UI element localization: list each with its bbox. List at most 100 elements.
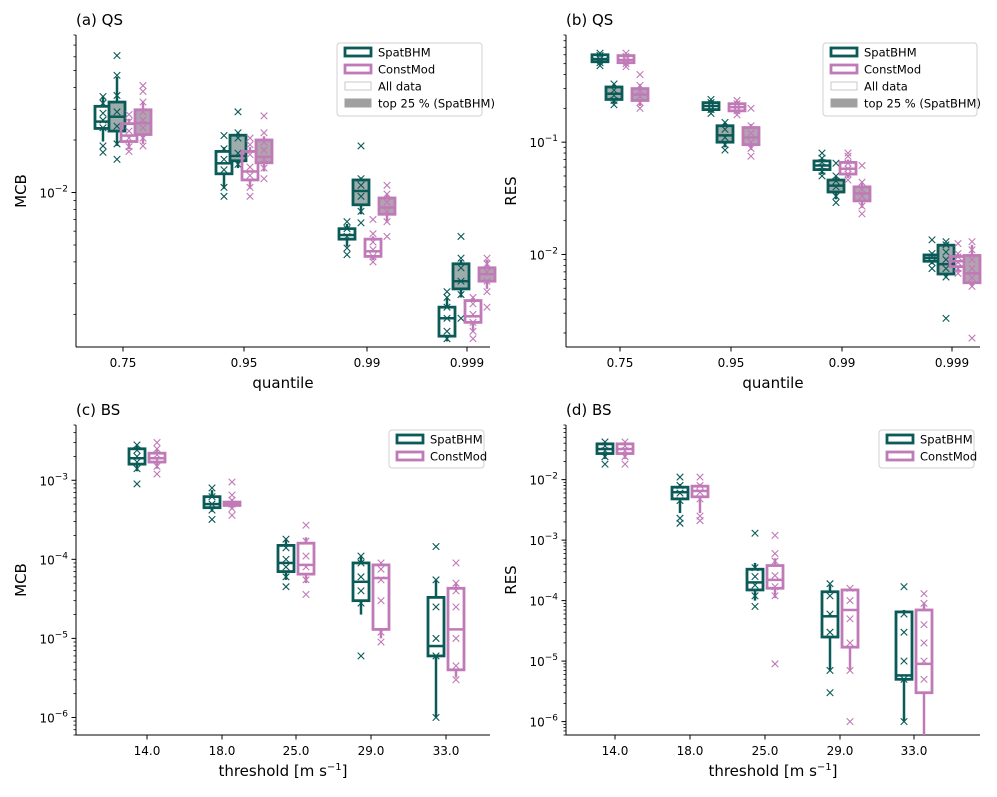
x-tick-label: 0.75 [607, 356, 634, 370]
data-point-marker [826, 610, 834, 618]
series-constmod-top25 [630, 70, 982, 342]
data-point-marker [125, 127, 133, 135]
data-point-marker [928, 249, 936, 258]
box-0.75 [590, 49, 610, 70]
data-point-marker [208, 515, 216, 524]
box-18.0 [670, 473, 690, 527]
legend-swatch [344, 98, 372, 108]
data-point-marker [954, 253, 962, 261]
data-point-marker [452, 662, 460, 670]
data-point-marker [844, 176, 852, 184]
y-axis-label: RES [502, 565, 520, 594]
data-point-marker [357, 181, 365, 189]
data-point-marker [721, 140, 729, 149]
box-25.0 [745, 529, 765, 611]
legend-label: ConstMod [430, 450, 487, 464]
data-point-marker [113, 51, 121, 60]
box-body [276, 544, 296, 573]
x-axis-label: threshold [m s−1] [218, 762, 347, 780]
data-point-marker [469, 335, 477, 343]
data-point-marker [125, 134, 133, 142]
data-point-marker [452, 603, 460, 611]
data-point-marker [483, 303, 491, 311]
data-point-marker [621, 452, 629, 461]
data-point-marker [968, 264, 976, 273]
data-point-marker [260, 138, 268, 146]
series-constmod-all [119, 110, 483, 343]
box-14.0 [615, 438, 635, 468]
data-point-marker [282, 535, 290, 543]
data-point-marker [846, 596, 854, 605]
data-point-marker [469, 300, 477, 308]
data-point-marker [208, 492, 216, 501]
legend: SpatBHM ConstMod [878, 429, 977, 469]
data-point-marker [246, 192, 254, 201]
box-body [765, 564, 785, 590]
y-axis-label: MCB [12, 563, 30, 597]
data-point-marker [469, 318, 477, 327]
data-point-marker [125, 110, 133, 119]
box-body [377, 196, 397, 216]
data-point-marker [234, 149, 242, 157]
data-point-marker [676, 496, 684, 505]
box-18.0 [690, 473, 710, 525]
data-point-marker [377, 565, 385, 573]
data-point-marker [920, 675, 928, 683]
data-point-marker [369, 258, 377, 266]
data-point-marker [920, 657, 928, 665]
chart-panel-4: 10−2 10−3 10−4 10−5 10−6 14.0 18.0 25.0 29.0 33.0… [502, 401, 980, 780]
data-point-marker [302, 590, 310, 599]
data-point-marker [383, 207, 391, 215]
data-point-marker [260, 155, 268, 163]
data-point-marker [452, 676, 460, 684]
x-tick-label: 0.95 [718, 356, 745, 370]
x-tick-label: 29.0 [827, 744, 854, 758]
data-point-marker [383, 181, 391, 189]
data-point-marker [220, 192, 228, 201]
data-point-marker [636, 87, 644, 95]
data-point-marker [846, 666, 854, 675]
data-point-marker [622, 62, 630, 71]
data-point-marker [302, 563, 310, 571]
legend-swatch [885, 433, 915, 445]
box-25.0 [276, 535, 296, 591]
data-point-marker [707, 105, 715, 114]
data-point-marker [139, 142, 147, 150]
box-18.0 [222, 478, 242, 520]
data-point-marker [942, 264, 950, 273]
data-point-marker [457, 264, 465, 272]
data-point-marker [457, 314, 465, 322]
y-tick-label: 10−6 [39, 709, 68, 725]
data-point-marker [747, 122, 755, 130]
box-0.999 [437, 287, 457, 343]
x-tick-label: 0.99 [354, 356, 381, 370]
data-point-marker [747, 104, 755, 113]
data-point-marker [302, 537, 310, 545]
data-point-marker [369, 215, 377, 224]
legend-swatch [830, 98, 858, 108]
series-constmod-all [147, 438, 466, 684]
data-point-marker [432, 634, 440, 643]
data-point-marker [343, 232, 351, 241]
box-body [351, 178, 371, 207]
data-point-marker [139, 116, 147, 124]
data-point-marker [621, 460, 629, 468]
data-point-marker [302, 521, 310, 529]
box-0.99 [337, 218, 357, 259]
panel-title: (a) QS [76, 11, 123, 29]
data-point-marker [676, 473, 684, 481]
data-point-marker [457, 254, 465, 262]
y-tick-label: 10−5 [529, 653, 558, 669]
data-point-marker [676, 514, 684, 522]
data-point-marker [133, 452, 141, 461]
box-0.99 [826, 159, 846, 207]
box-body [371, 563, 391, 631]
panel-title: (d) BS [566, 401, 612, 419]
box-0.95 [214, 131, 234, 201]
box-0.99 [377, 181, 397, 241]
data-point-marker [676, 489, 684, 497]
y-axis-label: RES [502, 176, 520, 205]
data-point-marker [636, 70, 644, 79]
data-point-marker [452, 559, 460, 567]
data-point-marker [721, 146, 729, 154]
